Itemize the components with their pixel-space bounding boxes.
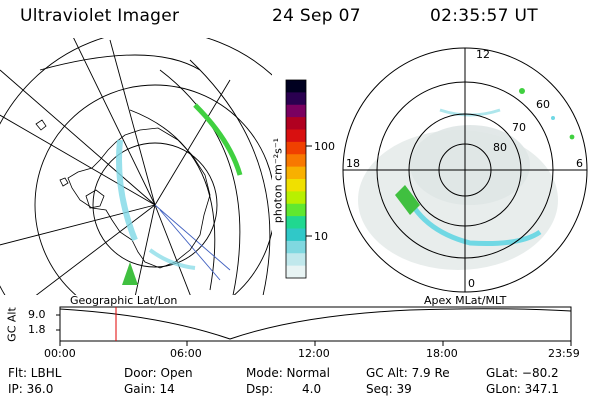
colorbar-swatch xyxy=(286,216,306,229)
filter-info: Flt: LBHL xyxy=(8,366,62,380)
altitude-xtick-1: 06:00 xyxy=(170,347,202,360)
glat-info: GLat: −80.2 xyxy=(486,366,559,380)
colorbar-swatch xyxy=(286,228,306,242)
instrument-title: Ultraviolet Imager xyxy=(20,6,180,26)
mode-info: Mode: Normal xyxy=(246,366,330,380)
geographic-map xyxy=(0,38,272,295)
colorbar-swatch xyxy=(286,191,306,205)
colorbar-swatch xyxy=(286,154,306,168)
geographic-panel-label: Geographic Lat/Lon xyxy=(70,294,178,307)
altitude-plot xyxy=(56,306,572,342)
altitude-xtick-2: 12:00 xyxy=(298,347,330,360)
time-label: 02:35:57 UT xyxy=(430,6,538,26)
colorbar-swatch xyxy=(286,240,306,254)
dsp-label: Dsp: xyxy=(246,382,274,396)
colorbar-swatch xyxy=(286,129,306,143)
altitude-xtick-3: 18:00 xyxy=(426,347,458,360)
mlt-6-label: 6 xyxy=(576,157,583,170)
door-info: Door: Open xyxy=(124,366,193,380)
colorbar-swatch xyxy=(286,141,306,155)
gain-info: Gain: 14 xyxy=(124,382,175,396)
dsp-value: 4.0 xyxy=(302,382,322,396)
colorbar-tick-10: 10 xyxy=(314,230,328,243)
ip-info: IP: 36.0 xyxy=(8,382,54,396)
altitude-ylabel: GC Alt xyxy=(5,307,19,342)
mlt-18-label: 18 xyxy=(346,157,360,170)
mlat-60-label: 60 xyxy=(536,98,550,111)
colorbar-swatch xyxy=(286,253,306,267)
glon-info: GLon: 347.1 xyxy=(486,382,559,396)
coastline xyxy=(67,127,211,269)
colorbar-unit-label: photon cm⁻²s⁻¹ xyxy=(271,137,285,224)
colorbar-swatch xyxy=(286,92,306,106)
date-label: 24 Sep 07 xyxy=(272,6,361,26)
colorbar-swatch xyxy=(286,203,306,217)
seq-info: Seq: 39 xyxy=(366,382,412,396)
colorbar-swatch xyxy=(286,104,306,118)
mlat-80-label: 80 xyxy=(493,141,507,154)
latitude-circle xyxy=(92,142,218,268)
altitude-xtick-0: 00:00 xyxy=(44,347,76,360)
mlt-0-label: 0 xyxy=(468,277,475,290)
polar-plot xyxy=(342,47,588,293)
colorbar-swatch xyxy=(286,265,306,279)
altitude-ytick-min: 1.8 xyxy=(28,323,46,336)
altitude-xtick-4: 23:59 xyxy=(548,347,580,360)
colorbar-swatch xyxy=(286,117,306,130)
colorbar-swatch xyxy=(286,80,306,93)
latitude-circle xyxy=(34,84,272,295)
colorbar-tick-100: 100 xyxy=(314,140,335,153)
altitude-ytick-max: 9.0 xyxy=(28,308,46,321)
colorbar xyxy=(286,80,306,279)
mlt-12-label: 12 xyxy=(476,48,490,61)
gc-alt-info: GC Alt: 7.9 Re xyxy=(366,366,450,380)
colorbar-swatch xyxy=(286,166,306,180)
mlat-70-label: 70 xyxy=(512,121,526,134)
apex-panel-label: Apex MLat/MLT xyxy=(424,294,507,307)
colorbar-swatch xyxy=(286,179,306,192)
